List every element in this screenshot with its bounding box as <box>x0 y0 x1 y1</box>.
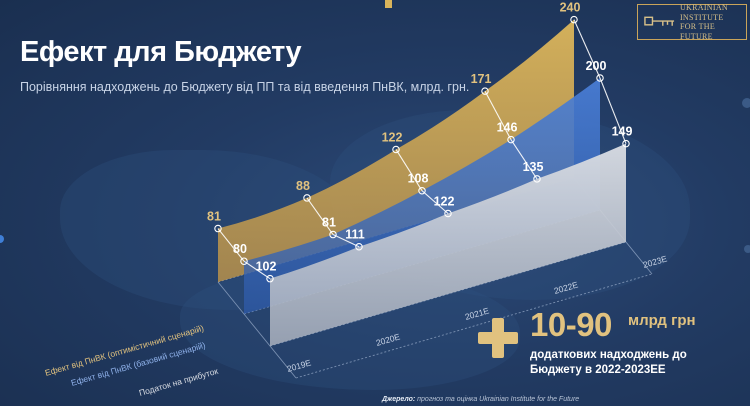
logo-text: Ukrainian Institute for the Future <box>680 3 746 41</box>
value-node <box>329 230 337 239</box>
value-node <box>418 186 426 195</box>
value-node <box>214 224 222 233</box>
value-connector <box>217 228 245 262</box>
data-label: 200 <box>586 59 607 73</box>
value-node <box>355 242 363 251</box>
data-label: 149 <box>612 125 633 139</box>
data-label: 81 <box>322 216 336 230</box>
x-tick-label: 2020E <box>375 331 402 347</box>
x-tick-label: 2022E <box>553 279 580 295</box>
baseline-guide <box>295 273 653 379</box>
data-label: 111 <box>345 228 365 242</box>
value-connector <box>332 234 360 248</box>
value-connector <box>510 139 538 180</box>
data-label: 88 <box>296 179 310 193</box>
data-label: 122 <box>434 194 455 208</box>
source-label: Джерело: <box>382 396 416 403</box>
value-connector <box>573 19 601 79</box>
callout: 10-90 млрд грн додаткових надходжень до … <box>478 306 748 386</box>
depth-guide <box>217 281 297 379</box>
value-connector <box>599 77 627 144</box>
edge-dot <box>0 235 4 243</box>
logo-line: for the Future <box>679 22 716 41</box>
data-label: 80 <box>233 242 247 256</box>
value-node <box>444 209 452 218</box>
x-tick-label: 2019E <box>286 357 313 373</box>
data-label: 108 <box>408 172 429 186</box>
value-node <box>507 135 515 144</box>
value-node <box>392 145 400 154</box>
edge-dot <box>744 245 750 253</box>
series-area <box>218 19 574 282</box>
value-node <box>240 257 248 265</box>
top-accent-tick <box>385 0 392 8</box>
value-connector <box>421 190 449 214</box>
legend-label: Податок на прибуток <box>138 366 220 398</box>
callout-value: 10-90 <box>530 306 612 343</box>
key-icon <box>644 16 675 26</box>
source-text: прогноз та оцінка Ukrainian Institute fo… <box>415 396 580 403</box>
value-node <box>533 175 541 183</box>
logo: Ukrainian Institute for the Future <box>637 3 747 41</box>
value-node <box>622 139 630 148</box>
data-label: 122 <box>382 130 403 144</box>
callout-description: додаткових надходжень до Бюджету в 2022-… <box>530 349 687 376</box>
page-subtitle: Порівняння надходжень до Бюджету від ПП … <box>20 80 470 94</box>
value-node <box>266 274 274 283</box>
value-connector <box>484 90 512 140</box>
data-label: 81 <box>207 210 221 224</box>
chart-series <box>218 19 626 346</box>
series-area <box>244 78 600 314</box>
value-connector <box>306 197 334 235</box>
page-title: Ефект для Бюджету <box>20 36 302 68</box>
value-connector <box>395 149 423 192</box>
data-label: 146 <box>497 121 518 135</box>
value-node <box>570 15 578 24</box>
data-label: 171 <box>471 72 492 86</box>
data-label: 102 <box>256 260 277 274</box>
logo-line: Ukrainian <box>679 3 728 12</box>
data-label: 240 <box>560 1 581 15</box>
logo-line: Institute <box>679 12 724 22</box>
source-note: Джерело: прогноз та оцінка Ukrainian Ins… <box>382 396 579 403</box>
value-node <box>596 74 604 82</box>
series-area <box>270 143 626 346</box>
x-tick-label: 2023E <box>642 253 669 269</box>
value-node <box>303 194 311 202</box>
data-label: 135 <box>523 160 544 174</box>
value-connector <box>243 260 271 280</box>
edge-dot <box>742 98 750 108</box>
callout-unit: млрд грн <box>628 312 696 329</box>
value-node <box>481 87 489 95</box>
plus-icon <box>478 318 518 358</box>
chart-connectors <box>214 15 630 283</box>
